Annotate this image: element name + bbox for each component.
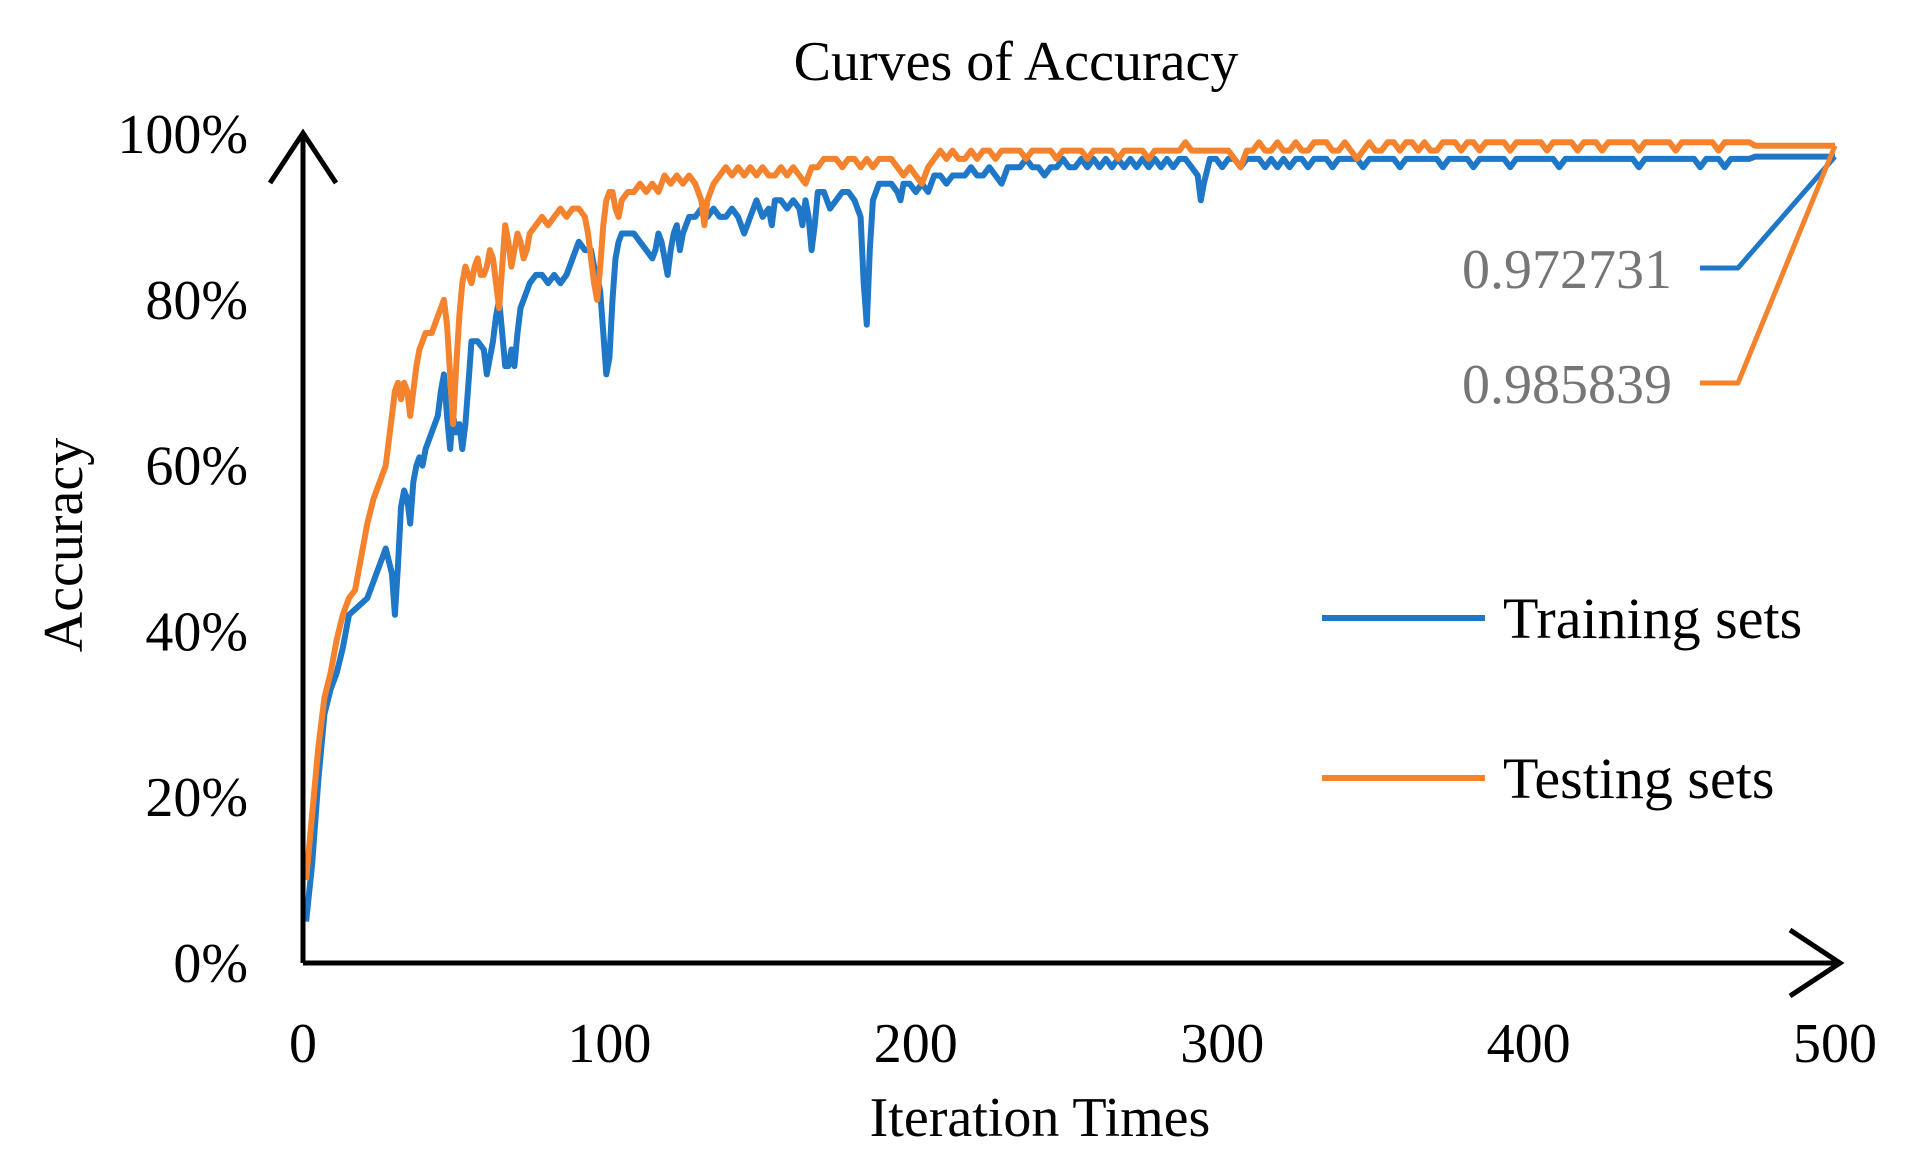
end-label-leader (1700, 144, 1838, 386)
x-tick-label: 300 (1180, 1013, 1264, 1075)
legend: Training sets Testing sets (1322, 586, 1802, 811)
x-axis-arrow (1788, 927, 1845, 999)
y-tick-label: 40% (145, 601, 248, 663)
y-axis-arrow (267, 128, 339, 185)
y-tick-label: 0% (173, 933, 248, 995)
x-tick-labels: 0 100 200 300 400 500 (289, 1013, 1877, 1075)
chart-title: Curves of Accuracy (794, 31, 1239, 93)
y-tick-label: 60% (145, 436, 248, 498)
end-value-labels: 0.972731 0.985839 (1462, 144, 1838, 416)
y-tick-label: 100% (117, 104, 248, 166)
end-value-label: 0.985839 (1462, 354, 1672, 416)
x-tick-label: 500 (1793, 1013, 1877, 1075)
x-axis-label: Iteration Times (870, 1087, 1211, 1149)
series-line-testing (303, 139, 1835, 881)
end-label-leader (1700, 154, 1837, 271)
series-line-training (303, 153, 1835, 922)
end-value-label: 0.972731 (1462, 239, 1672, 301)
y-axis-label: Accuracy (33, 438, 95, 653)
x-tick-label: 100 (567, 1013, 651, 1075)
y-tick-labels: 0% 20% 40% 60% 80% 100% (117, 104, 248, 995)
x-tick-label: 200 (874, 1013, 958, 1075)
axes (267, 128, 1845, 999)
x-tick-label: 400 (1487, 1013, 1571, 1075)
x-tick-label: 0 (289, 1013, 317, 1075)
y-tick-label: 80% (145, 270, 248, 332)
series-layer (303, 139, 1835, 922)
legend-label: Training sets (1503, 586, 1802, 651)
y-tick-label: 20% (145, 767, 248, 829)
legend-label: Testing sets (1503, 746, 1774, 811)
